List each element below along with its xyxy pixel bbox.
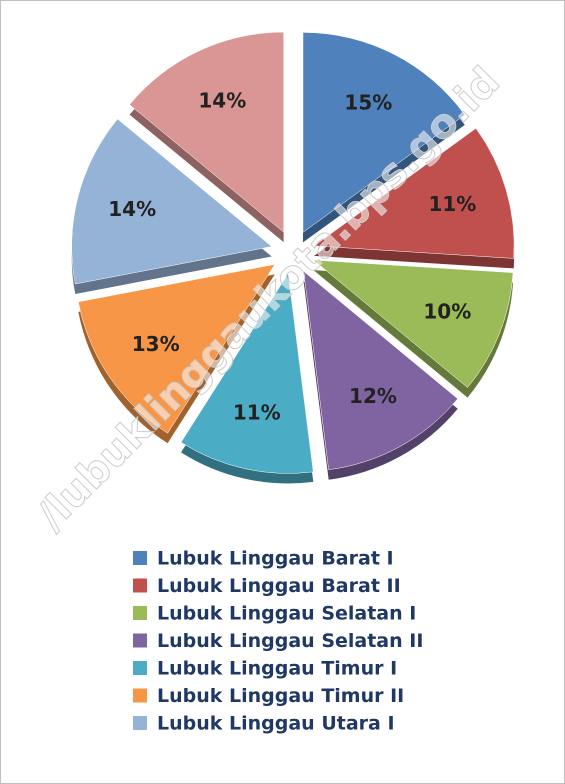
legend-swatch	[133, 716, 147, 730]
slice	[313, 127, 515, 259]
data-label: 11%	[428, 192, 476, 216]
legend-swatch	[133, 661, 147, 675]
legend-label: Lubuk Linggau Timur I	[157, 658, 397, 680]
data-label: 14%	[108, 197, 156, 221]
legend-label: Lubuk Linggau Utara I	[157, 713, 395, 735]
slice	[302, 32, 466, 233]
data-label: 14%	[198, 88, 246, 112]
legend: Lubuk Linggau Barat I Lubuk Linggau Barat…	[133, 548, 423, 735]
legend-swatch	[133, 578, 147, 593]
legend-label: Lubuk Linggau Timur II	[157, 685, 404, 707]
legend-label: Lubuk Linggau Barat I	[157, 548, 394, 570]
legend-label: Lubuk Linggau Selatan I	[157, 603, 416, 625]
pie: 15% 11% 10% 12% 11% 13% 14% 14%	[71, 31, 515, 484]
slice	[180, 272, 314, 474]
slice	[129, 31, 284, 233]
legend-swatch	[133, 633, 147, 648]
data-label: 13%	[132, 332, 180, 356]
data-label: 11%	[233, 401, 281, 425]
slice	[71, 118, 273, 285]
data-label: 12%	[349, 384, 397, 408]
legend-swatch	[133, 688, 147, 703]
legend-label: Lubuk Linggau Selatan II	[157, 630, 423, 652]
legend-swatch	[133, 551, 147, 565]
slice	[312, 259, 514, 388]
slice	[78, 264, 276, 434]
data-label: 10%	[423, 300, 471, 324]
legend-swatch	[133, 606, 147, 620]
slice	[303, 270, 459, 470]
legend-label: Lubuk Linggau Barat II	[157, 575, 401, 597]
data-label: 15%	[344, 91, 392, 115]
